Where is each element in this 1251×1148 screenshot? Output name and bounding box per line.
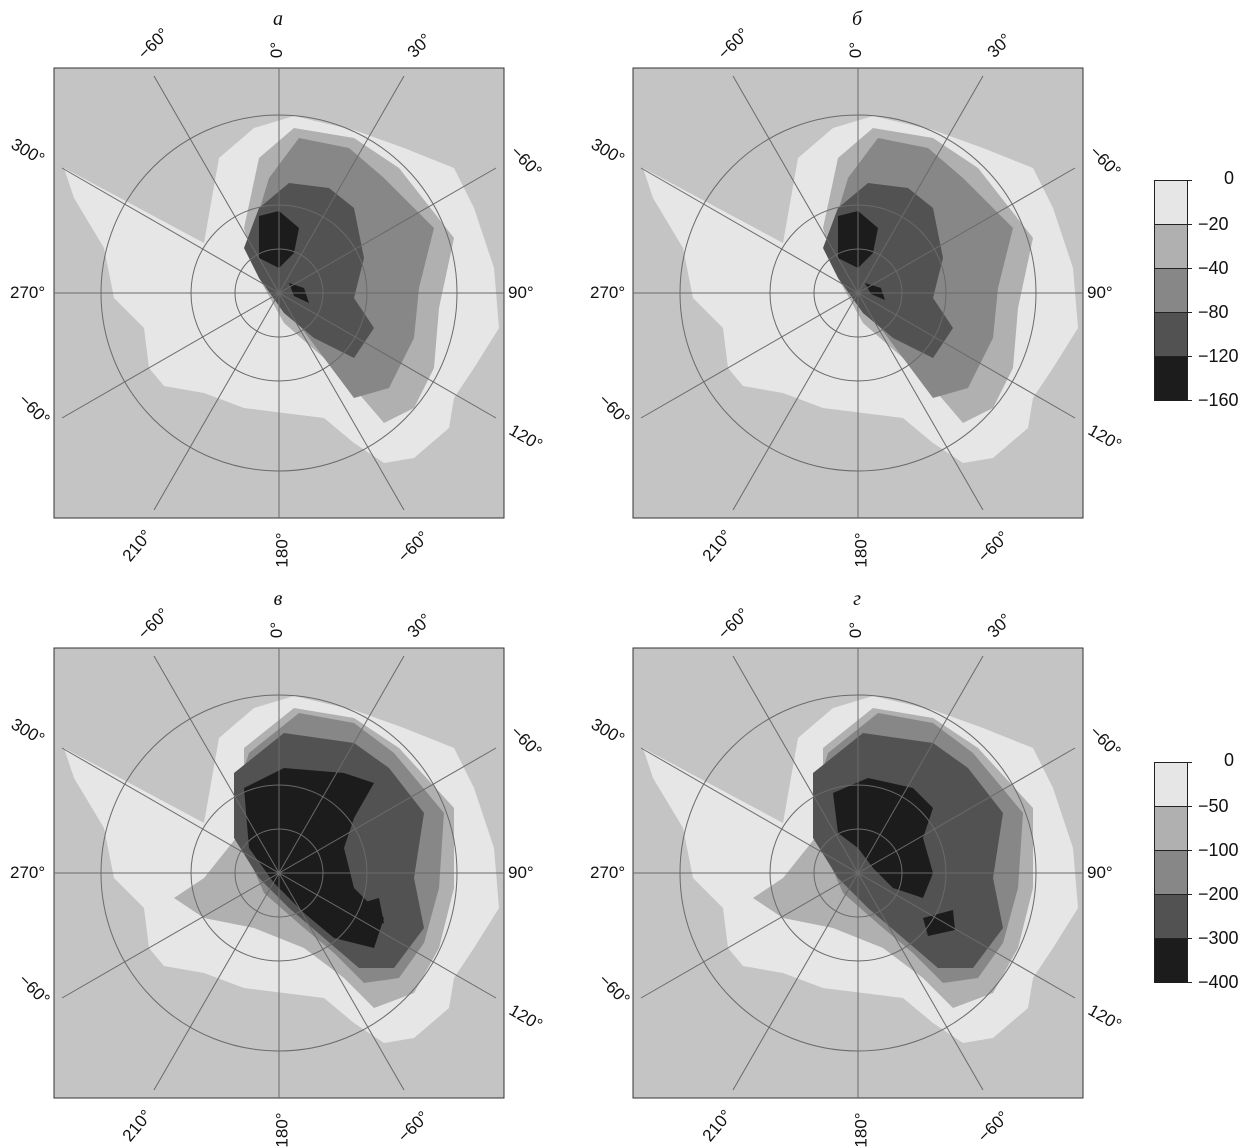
- panel-title: в: [273, 588, 283, 610]
- lon-label-left-upper: 300°: [587, 134, 628, 169]
- lon-label-bottom-left: 210°: [698, 526, 736, 566]
- scale-swatch: [1154, 762, 1188, 807]
- antarctica-map: [53, 67, 505, 519]
- panel-title: г: [853, 588, 861, 610]
- scale-label: 0: [1224, 168, 1235, 188]
- lon-label-bottom-right: −60°: [394, 527, 433, 566]
- lon-label-right-upper: −60°: [1085, 142, 1125, 181]
- lon-label-right-lower: 120°: [505, 420, 546, 455]
- lon-label-left-lower: −60°: [14, 390, 54, 429]
- lon-label-top-right: 30°: [403, 29, 436, 62]
- lon-label-left-upper: 300°: [7, 134, 48, 169]
- scale-label: −20: [1198, 214, 1229, 234]
- lon-label-left-mid: 270°: [10, 283, 46, 302]
- lon-label-top-center: 0°: [846, 41, 866, 59]
- lon-label-top-center: 0°: [267, 621, 287, 639]
- lon-label-right-mid: 90°: [508, 283, 534, 302]
- panel-title: б: [851, 8, 863, 30]
- ice-region-120: [838, 211, 885, 300]
- scale-swatch: [1154, 806, 1188, 851]
- lon-label-right-upper: −60°: [506, 722, 546, 761]
- lon-label-top-right: 30°: [403, 609, 436, 642]
- color-scale-legend-bottom: 0 −50 −100 −200 −300 −400: [1154, 750, 1251, 1010]
- map-panel-a: а −60° 0° 30° 300° 270° −60° −60° 90° 12…: [0, 0, 580, 568]
- color-scale-legend-top: 0 −20 −40 −80 −120 −160: [1154, 168, 1251, 428]
- lon-label-top-left: −60°: [134, 604, 173, 643]
- lon-label-left-mid: 270°: [10, 863, 46, 882]
- lon-label-top-right: 30°: [983, 29, 1016, 62]
- lon-label-left-lower: −60°: [594, 390, 634, 429]
- scale-swatch: [1154, 356, 1188, 401]
- scale-label: −120: [1198, 346, 1239, 366]
- ice-region-300: [833, 778, 955, 936]
- panel-title: а: [273, 8, 283, 30]
- lon-label-right-mid: 90°: [508, 863, 534, 882]
- lon-label-bottom-right: −60°: [394, 1107, 433, 1146]
- scale-label: −300: [1198, 928, 1239, 948]
- lon-label-left-upper: 300°: [7, 714, 48, 749]
- lon-label-right-mid: 90°: [1087, 283, 1113, 302]
- lon-label-top-left: −60°: [714, 24, 753, 63]
- lon-label-top-center: 0°: [267, 41, 287, 59]
- map-panel-v: в −60° 0° 30° 300° 270° −60° −60° 90° 12…: [0, 580, 580, 1148]
- lon-label-bottom-center: 180°: [851, 532, 871, 568]
- lon-label-left-mid: 270°: [590, 283, 626, 302]
- lon-label-bottom-left: 210°: [698, 1106, 736, 1146]
- antarctica-map: [632, 67, 1084, 519]
- scale-label: −40: [1198, 258, 1229, 278]
- lon-label-left-lower: −60°: [14, 970, 54, 1009]
- scale-label: −200: [1198, 884, 1239, 904]
- scale-swatch: [1154, 938, 1188, 983]
- lon-label-right-lower: 120°: [1084, 1000, 1125, 1035]
- scale-label: −80: [1198, 302, 1229, 322]
- scale-label: −100: [1198, 840, 1239, 860]
- scale-swatch: [1154, 224, 1188, 269]
- scale-label: −400: [1198, 972, 1239, 992]
- lon-label-top-center: 0°: [846, 621, 866, 639]
- scale-label: 0: [1224, 750, 1235, 770]
- lon-label-right-upper: −60°: [506, 142, 546, 181]
- scale-label: −50: [1198, 796, 1229, 816]
- lon-label-right-mid: 90°: [1087, 863, 1113, 882]
- scale-label: −160: [1198, 390, 1239, 410]
- scale-swatch: [1154, 312, 1188, 357]
- lon-label-top-left: −60°: [714, 604, 753, 643]
- lon-label-right-upper: −60°: [1085, 722, 1125, 761]
- map-panel-g: г −60° 0° 30° 300° 270° −60° −60° 90° 12…: [580, 580, 1160, 1148]
- antarctica-map: [632, 647, 1084, 1099]
- scale-swatch: [1154, 894, 1188, 939]
- antarctica-map: [53, 647, 505, 1099]
- lon-label-bottom-right: −60°: [974, 1107, 1013, 1146]
- ice-region-120: [259, 211, 309, 303]
- lon-label-bottom-left: 210°: [118, 1106, 156, 1146]
- lon-label-right-lower: 120°: [505, 1000, 546, 1035]
- lon-label-top-left: −60°: [134, 24, 173, 63]
- map-panel-b: б −60° 0° 30° 300° 270° −60° −60° 90° 12…: [580, 0, 1160, 568]
- lon-label-left-mid: 270°: [590, 863, 626, 882]
- lon-label-top-right: 30°: [983, 609, 1016, 642]
- lon-label-right-lower: 120°: [1084, 420, 1125, 455]
- lon-label-bottom-left: 210°: [118, 526, 156, 566]
- lon-label-left-lower: −60°: [594, 970, 634, 1009]
- lon-label-bottom-center: 180°: [851, 1112, 871, 1148]
- scale-swatch: [1154, 180, 1188, 225]
- scale-swatch: [1154, 268, 1188, 313]
- lon-label-left-upper: 300°: [587, 714, 628, 749]
- lon-label-bottom-right: −60°: [974, 527, 1013, 566]
- lon-label-bottom-center: 180°: [272, 532, 292, 568]
- lon-label-bottom-center: 180°: [272, 1112, 292, 1148]
- scale-swatch: [1154, 850, 1188, 895]
